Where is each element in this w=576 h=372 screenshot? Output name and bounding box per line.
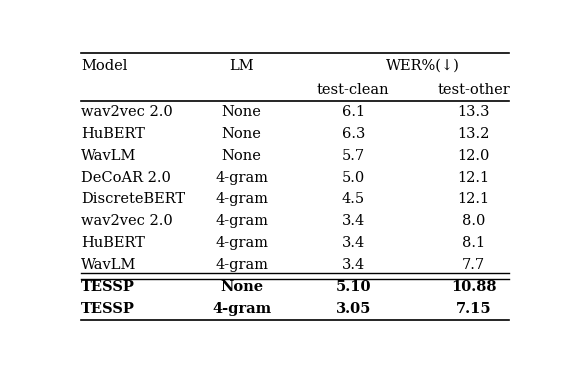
Text: 4-gram: 4-gram bbox=[215, 171, 268, 185]
Text: TESSP: TESSP bbox=[81, 280, 135, 294]
Text: 13.2: 13.2 bbox=[457, 127, 490, 141]
Text: HuBERT: HuBERT bbox=[81, 127, 145, 141]
Text: None: None bbox=[222, 149, 262, 163]
Text: 6.3: 6.3 bbox=[342, 127, 365, 141]
Text: 4.5: 4.5 bbox=[342, 192, 365, 206]
Text: WER%(↓): WER%(↓) bbox=[385, 59, 460, 73]
Text: test-other: test-other bbox=[437, 83, 510, 97]
Text: DeCoAR 2.0: DeCoAR 2.0 bbox=[81, 171, 171, 185]
Text: 4-gram: 4-gram bbox=[215, 258, 268, 272]
Text: 4-gram: 4-gram bbox=[212, 302, 271, 316]
Text: 8.0: 8.0 bbox=[462, 214, 486, 228]
Text: 10.88: 10.88 bbox=[451, 280, 497, 294]
Text: 5.0: 5.0 bbox=[342, 171, 365, 185]
Text: test-clean: test-clean bbox=[317, 83, 389, 97]
Text: 3.05: 3.05 bbox=[336, 302, 371, 316]
Text: wav2vec 2.0: wav2vec 2.0 bbox=[81, 105, 173, 119]
Text: 3.4: 3.4 bbox=[342, 236, 365, 250]
Text: 12.0: 12.0 bbox=[457, 149, 490, 163]
Text: None: None bbox=[220, 280, 263, 294]
Text: 8.1: 8.1 bbox=[462, 236, 486, 250]
Text: TESSP: TESSP bbox=[81, 302, 135, 316]
Text: 3.4: 3.4 bbox=[342, 214, 365, 228]
Text: 5.7: 5.7 bbox=[342, 149, 365, 163]
Text: 6.1: 6.1 bbox=[342, 105, 365, 119]
Text: 7.15: 7.15 bbox=[456, 302, 491, 316]
Text: HuBERT: HuBERT bbox=[81, 236, 145, 250]
Text: 12.1: 12.1 bbox=[458, 192, 490, 206]
Text: WavLM: WavLM bbox=[81, 258, 137, 272]
Text: None: None bbox=[222, 127, 262, 141]
Text: LM: LM bbox=[229, 59, 254, 73]
Text: DiscreteBERT: DiscreteBERT bbox=[81, 192, 185, 206]
Text: 13.3: 13.3 bbox=[457, 105, 490, 119]
Text: None: None bbox=[222, 105, 262, 119]
Text: 5.10: 5.10 bbox=[335, 280, 371, 294]
Text: WavLM: WavLM bbox=[81, 149, 137, 163]
Text: wav2vec 2.0: wav2vec 2.0 bbox=[81, 214, 173, 228]
Text: 3.4: 3.4 bbox=[342, 258, 365, 272]
Text: 4-gram: 4-gram bbox=[215, 214, 268, 228]
Text: 4-gram: 4-gram bbox=[215, 236, 268, 250]
Text: 4-gram: 4-gram bbox=[215, 192, 268, 206]
Text: 12.1: 12.1 bbox=[458, 171, 490, 185]
Text: Model: Model bbox=[81, 59, 127, 73]
Text: 7.7: 7.7 bbox=[462, 258, 486, 272]
